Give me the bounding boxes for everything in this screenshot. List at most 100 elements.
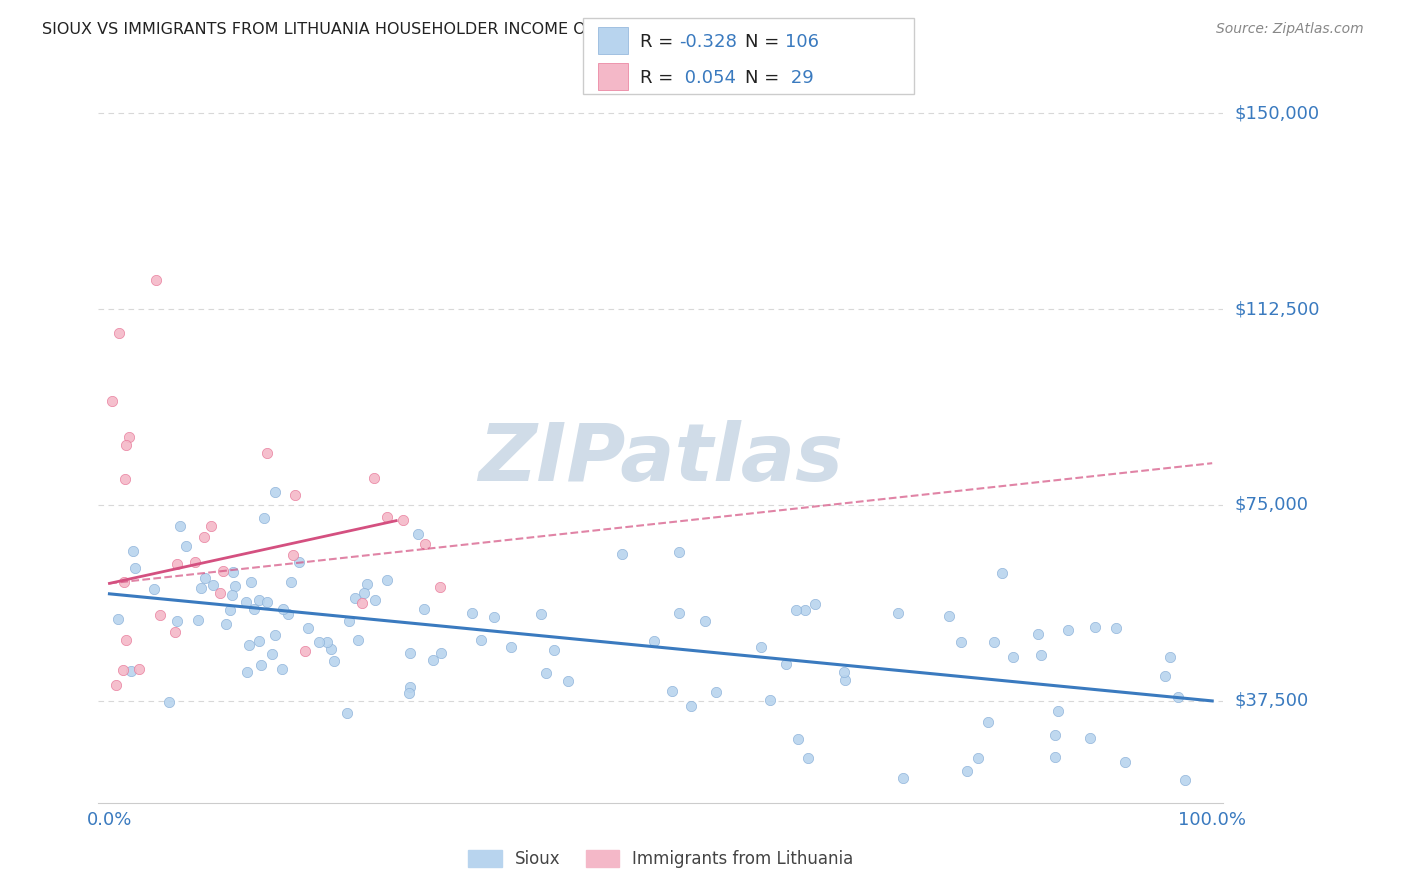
- Point: [1084, 619, 1107, 633]
- Point: [695, 614, 717, 628]
- Point: [668, 606, 690, 620]
- Point: [353, 586, 375, 600]
- Point: [297, 621, 319, 635]
- Point: [413, 537, 436, 551]
- Point: [398, 686, 420, 700]
- Point: [430, 646, 453, 660]
- Point: [352, 596, 374, 610]
- Point: [256, 446, 278, 460]
- Point: [107, 611, 129, 625]
- Point: [238, 638, 260, 652]
- Point: [194, 571, 217, 585]
- Point: [834, 673, 856, 687]
- Point: [543, 643, 565, 657]
- Point: [247, 633, 270, 648]
- Point: [749, 640, 772, 654]
- Point: [482, 610, 505, 624]
- Text: 29: 29: [785, 70, 813, 87]
- Point: [280, 574, 302, 589]
- Point: [832, 665, 855, 679]
- Point: [886, 607, 908, 621]
- Point: [284, 488, 307, 502]
- Point: [250, 657, 273, 672]
- Point: [235, 595, 257, 609]
- Point: [796, 751, 818, 765]
- Point: [224, 579, 246, 593]
- Point: [1056, 624, 1078, 638]
- Point: [124, 560, 146, 574]
- Point: [115, 438, 138, 452]
- Point: [775, 657, 797, 672]
- Text: 106: 106: [785, 33, 818, 51]
- Point: [336, 706, 359, 720]
- Point: [983, 634, 1005, 648]
- Point: [1043, 728, 1066, 742]
- Point: [422, 653, 444, 667]
- Point: [375, 573, 398, 587]
- Point: [1114, 755, 1136, 769]
- Point: [221, 588, 243, 602]
- Point: [412, 601, 434, 615]
- Point: [157, 695, 180, 709]
- Point: [215, 617, 238, 632]
- Point: [392, 513, 415, 527]
- Point: [346, 633, 368, 648]
- Point: [200, 519, 222, 533]
- Point: [271, 602, 294, 616]
- Point: [1047, 704, 1070, 718]
- Point: [1028, 627, 1050, 641]
- Point: [470, 633, 492, 648]
- Point: [1078, 731, 1101, 745]
- Point: [118, 430, 141, 444]
- Point: [429, 580, 451, 594]
- Point: [112, 663, 135, 677]
- Text: 0.054: 0.054: [679, 70, 737, 87]
- Point: [356, 576, 378, 591]
- Point: [343, 591, 366, 606]
- Point: [264, 484, 287, 499]
- Point: [1045, 750, 1067, 764]
- Point: [277, 607, 299, 621]
- Point: [145, 273, 167, 287]
- Point: [166, 614, 188, 628]
- Point: [319, 642, 342, 657]
- Point: [202, 578, 225, 592]
- Point: [221, 566, 243, 580]
- Text: R =: R =: [640, 33, 679, 51]
- Point: [956, 764, 979, 778]
- Point: [977, 715, 1000, 730]
- Point: [323, 654, 346, 668]
- Point: [991, 566, 1014, 580]
- Point: [308, 635, 330, 649]
- Point: [235, 665, 257, 679]
- Point: [166, 557, 188, 571]
- Point: [804, 597, 827, 611]
- Point: [759, 693, 782, 707]
- Point: [112, 574, 135, 589]
- Point: [1105, 621, 1128, 635]
- Point: [219, 602, 242, 616]
- Point: [530, 607, 553, 622]
- Point: [460, 607, 482, 621]
- Text: $150,000: $150,000: [1234, 104, 1319, 122]
- Point: [950, 635, 973, 649]
- Point: [104, 678, 127, 692]
- Text: ZIPatlas: ZIPatlas: [478, 420, 844, 498]
- Point: [211, 565, 233, 579]
- Point: [786, 731, 808, 746]
- Point: [1174, 772, 1197, 787]
- Point: [114, 472, 136, 486]
- Text: $75,000: $75,000: [1234, 496, 1309, 514]
- Point: [891, 771, 914, 785]
- Point: [294, 644, 316, 658]
- Point: [120, 665, 142, 679]
- Point: [610, 547, 633, 561]
- Point: [247, 593, 270, 607]
- Point: [122, 543, 145, 558]
- Point: [253, 510, 276, 524]
- Point: [281, 549, 304, 563]
- Point: [256, 595, 278, 609]
- Point: [165, 625, 187, 640]
- Text: $37,500: $37,500: [1234, 692, 1309, 710]
- Point: [184, 555, 207, 569]
